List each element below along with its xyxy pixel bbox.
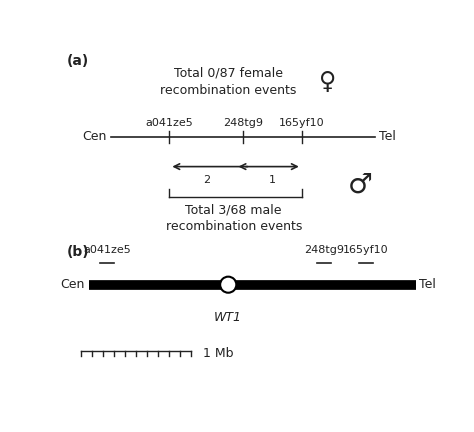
Text: Tel: Tel xyxy=(419,278,436,291)
Text: Tel: Tel xyxy=(379,130,396,143)
Text: a041ze5: a041ze5 xyxy=(83,245,131,255)
Text: Cen: Cen xyxy=(82,130,107,143)
Text: ♂: ♂ xyxy=(348,171,373,199)
Text: 2: 2 xyxy=(202,175,210,185)
Text: (a): (a) xyxy=(66,54,89,67)
Text: 165yf10: 165yf10 xyxy=(343,245,389,255)
Text: WT1: WT1 xyxy=(214,311,242,324)
Text: 248tg9: 248tg9 xyxy=(304,245,344,255)
Text: a041ze5: a041ze5 xyxy=(146,118,193,128)
Text: Cen: Cen xyxy=(61,278,85,291)
Text: Total 0/87 female
recombination events: Total 0/87 female recombination events xyxy=(160,67,296,97)
Text: 248tg9: 248tg9 xyxy=(223,118,263,128)
Text: 1 Mb: 1 Mb xyxy=(202,347,233,360)
Text: ♀: ♀ xyxy=(319,70,336,94)
Text: (b): (b) xyxy=(66,245,89,259)
Text: 1: 1 xyxy=(269,175,276,185)
Text: Total 3/68 male
recombination events: Total 3/68 male recombination events xyxy=(165,203,302,233)
Text: 165yf10: 165yf10 xyxy=(279,118,325,128)
Ellipse shape xyxy=(220,276,237,293)
